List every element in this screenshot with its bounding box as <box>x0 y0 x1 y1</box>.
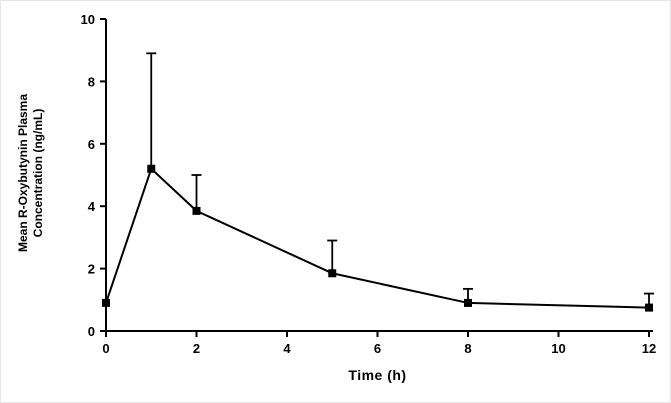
x-axis-tick-label: 4 <box>283 341 291 356</box>
y-axis-tick-label: 0 <box>88 324 95 339</box>
x-axis-title: Time (h) <box>348 367 407 383</box>
y-axis-tick-label: 8 <box>88 74 95 89</box>
data-point <box>464 298 472 307</box>
data-point <box>147 164 156 173</box>
y-axis-title-line2: Concentration (ng/mL) <box>31 108 45 238</box>
data-point <box>192 206 201 215</box>
y-axis-tick-label: 4 <box>88 199 96 214</box>
x-axis-tick-label: 10 <box>551 341 565 356</box>
data-point <box>328 269 337 278</box>
y-axis-tick-label: 6 <box>88 137 95 152</box>
y-axis-title: Mean R-Oxybutynin Plasma Concentration (… <box>16 94 46 252</box>
x-axis-tick-label: 6 <box>374 341 381 356</box>
x-axis-tick-label: 2 <box>193 341 200 356</box>
y-axis-tick-label: 2 <box>88 262 95 277</box>
x-axis-tick-label: 0 <box>102 341 109 356</box>
x-axis-tick-label: 12 <box>642 341 656 356</box>
data-point <box>102 298 110 307</box>
y-axis-tick-label: 10 <box>81 12 95 27</box>
data-line <box>105 166 650 309</box>
data-point <box>645 303 653 312</box>
x-axis-tick-label: 8 <box>464 341 471 356</box>
y-axis-title-line1: Mean R-Oxybutynin Plasma <box>16 93 30 253</box>
